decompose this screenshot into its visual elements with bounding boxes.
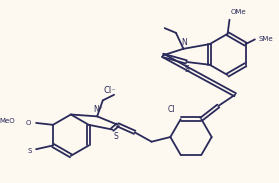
Text: S: S — [114, 132, 118, 141]
Text: S: S — [185, 65, 190, 74]
Text: Cl: Cl — [168, 105, 175, 114]
Text: O: O — [26, 120, 31, 126]
Text: N⁺: N⁺ — [93, 105, 103, 114]
Text: SMe: SMe — [259, 36, 273, 42]
Text: Cl⁻: Cl⁻ — [104, 86, 117, 95]
Text: N: N — [182, 38, 187, 47]
Text: MeO: MeO — [0, 118, 15, 124]
Text: S: S — [27, 148, 32, 154]
Text: OMe: OMe — [231, 9, 247, 15]
